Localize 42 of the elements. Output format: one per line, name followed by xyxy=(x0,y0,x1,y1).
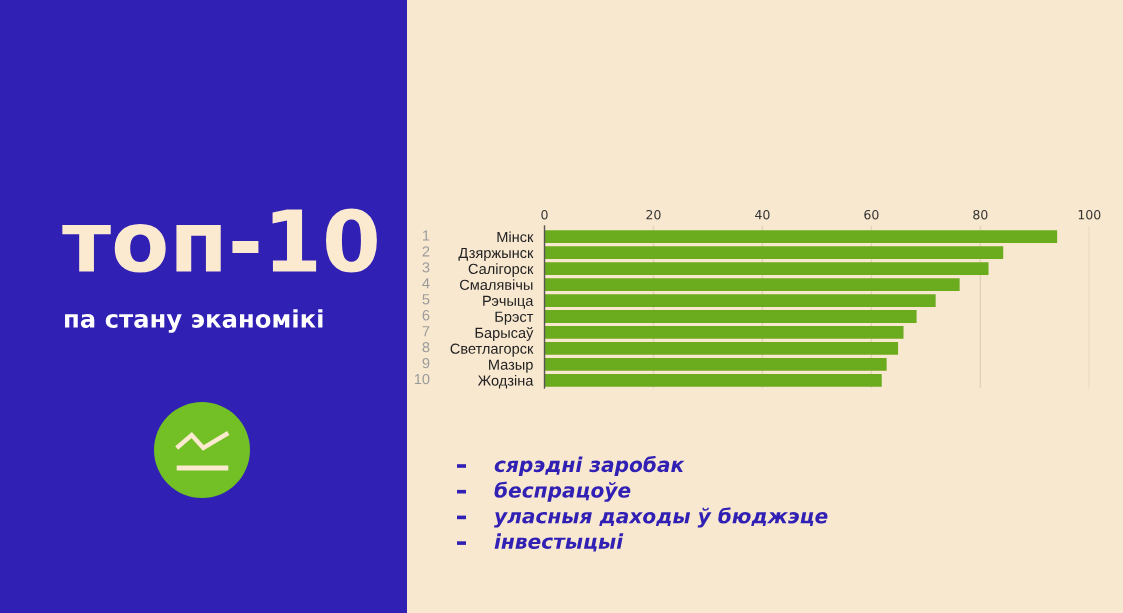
bar xyxy=(544,278,960,291)
text: 6 xyxy=(422,310,430,321)
text: беспрацоўе xyxy=(494,481,631,502)
bar xyxy=(544,310,917,323)
y-tick-label: Светлагорск xyxy=(450,343,534,357)
y-tick-label: Смалявічы xyxy=(459,279,533,290)
y-tick-label: Мазыр xyxy=(489,359,533,373)
bar xyxy=(544,230,1058,244)
x-tick-label: 0 xyxy=(541,209,548,220)
text: 1 xyxy=(423,230,430,241)
text: 5 xyxy=(422,294,430,305)
x-tick-label: 80 xyxy=(973,209,988,220)
text: 9 xyxy=(422,357,430,369)
x-tick-label: 60 xyxy=(864,209,879,220)
text: інвестыцыі xyxy=(494,533,624,552)
y-tick-label: Брэст xyxy=(495,311,534,325)
bar xyxy=(544,342,899,355)
text: 8 xyxy=(422,342,430,353)
y-tick-label: Барысаў xyxy=(475,327,534,341)
y-tick-label: Дзяржынск xyxy=(458,247,534,261)
bar xyxy=(544,373,882,387)
text: 10 xyxy=(414,373,430,385)
bar xyxy=(544,294,936,307)
x-tick-label: 20 xyxy=(646,209,661,220)
bar xyxy=(544,357,887,371)
bar xyxy=(544,326,904,339)
x-tick-label: 100 xyxy=(1078,209,1101,220)
text: 7 xyxy=(422,326,430,337)
bar xyxy=(544,262,989,275)
y-tick-label: Рэчыца xyxy=(483,295,534,309)
bar xyxy=(544,246,1004,260)
y-tick-label: Салігорск xyxy=(468,263,534,277)
y-tick-label: Мінск xyxy=(497,231,534,243)
text: 3 xyxy=(422,262,430,273)
text: уласныя даходы ў бюджэце xyxy=(494,507,828,528)
text: 4 xyxy=(422,278,430,289)
text: сярэдні заробак xyxy=(494,455,685,477)
text: 2 xyxy=(422,246,430,257)
y-tick-label: Жодзіна xyxy=(477,375,534,389)
chart-title: топ-10 xyxy=(62,208,377,273)
x-tick-label: 40 xyxy=(755,209,770,220)
text: па стану эканомікі xyxy=(65,309,323,333)
